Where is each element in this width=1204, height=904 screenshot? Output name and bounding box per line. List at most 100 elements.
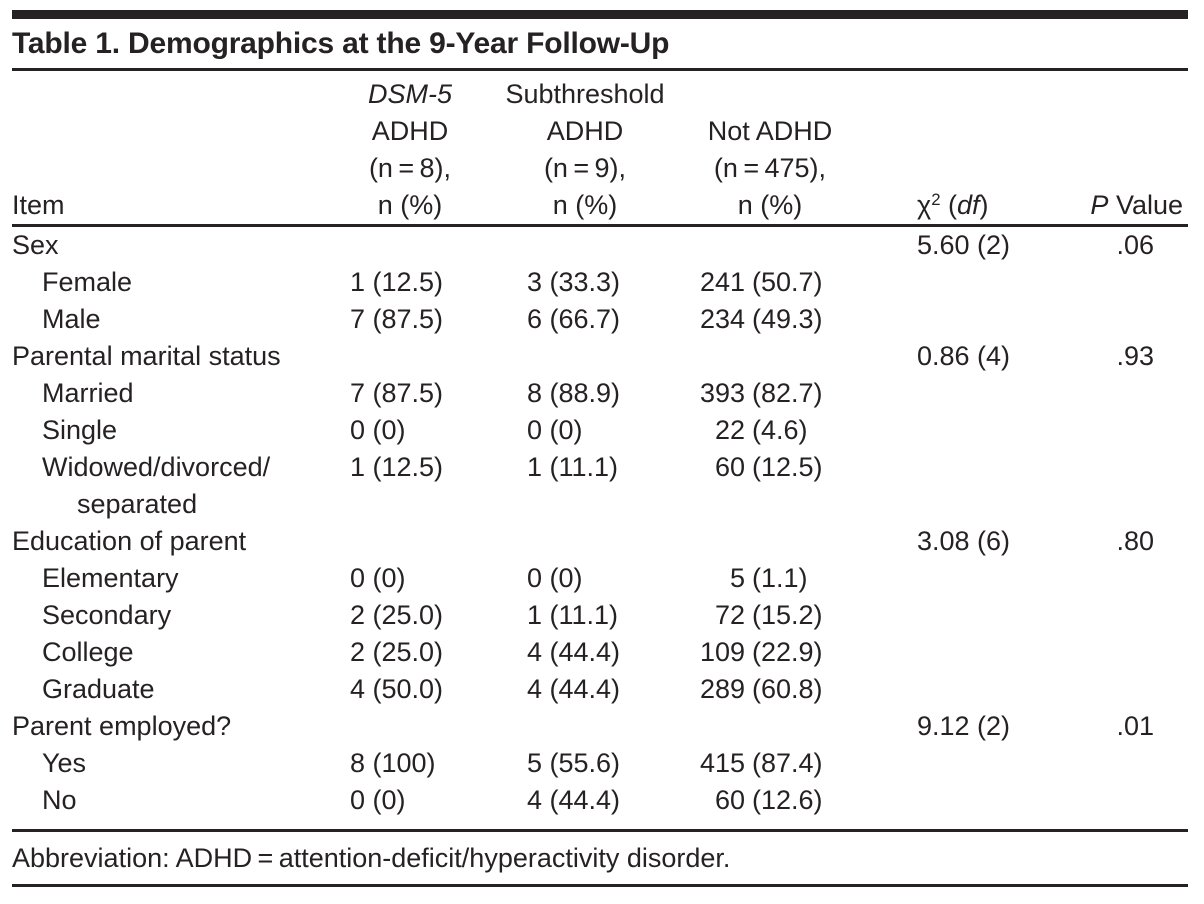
subthreshold-cell: 5 (55.6) <box>527 748 621 778</box>
row-label-cell: Female <box>42 267 133 297</box>
not-adhd-cell: 5 (1.1) <box>729 563 808 593</box>
not-adhd-cell: 289 (60.8) <box>699 674 823 704</box>
row-label-cell: Male <box>42 304 101 334</box>
dsm5-cell: 7 (87.5) <box>350 378 444 408</box>
row-label-cell: College <box>42 637 134 667</box>
table-row-parental-marital-status: Parental marital status 0.86 (4) .93 <box>12 338 1188 375</box>
row-label-cell: Widowed/divorced/ separated <box>42 452 271 519</box>
row-label-cell: Elementary <box>42 563 179 593</box>
not-adhd-cell: 415 (87.4) <box>699 748 823 778</box>
chi-cell <box>860 634 1030 671</box>
p-cell: .01 <box>1116 711 1154 741</box>
not-adhd-cell: 72 (15.2) <box>714 600 823 630</box>
subthreshold-cell: 4 (44.4) <box>527 785 621 815</box>
chi-cell <box>860 264 1030 301</box>
row-label-cell: Married <box>42 378 134 408</box>
not-adhd-cell <box>680 338 860 375</box>
p-cell <box>1030 412 1188 449</box>
chi-cell <box>860 449 1030 523</box>
table-row-parent-employed: Parent employed? 9.12 (2) .01 <box>12 708 1188 745</box>
row-label-cell: Graduate <box>42 674 155 704</box>
chi-cell: 5.60 (2) <box>917 230 1011 260</box>
row-label-cell: Single <box>42 415 118 445</box>
subthreshold-cell: 0 (0) <box>527 415 583 445</box>
dsm5-cell <box>330 338 490 375</box>
column-header-subthreshold-adhd: Subthreshold ADHD (n = 9), n (%) <box>490 71 680 227</box>
dsm5-cell: 4 (50.0) <box>350 674 444 704</box>
chi-cell <box>860 412 1030 449</box>
not-adhd-cell <box>680 523 860 560</box>
row-label-cell: Education of parent <box>12 526 247 556</box>
row-label-cell: Sex <box>12 230 59 260</box>
chi-cell <box>860 375 1030 412</box>
not-adhd-cell: 22 (4.6) <box>714 415 808 445</box>
table-row-education-of-parent: Education of parent 3.08 (6) .80 <box>12 523 1188 560</box>
table-row-secondary: Secondary 2 (25.0) 1 (11.1) 72 (15.2) <box>12 597 1188 634</box>
title-bottom-rule <box>12 68 1188 71</box>
not-adhd-cell <box>680 226 860 265</box>
chi-cell <box>860 745 1030 782</box>
dsm5-cell: 1 (12.5) <box>350 452 444 482</box>
column-header-not-adhd: Not ADHD (n = 475), n (%) <box>680 71 860 227</box>
table-row-college: College 2 (25.0) 4 (44.4) 109 (22.9) <box>12 634 1188 671</box>
column-header-p-value: P Value <box>1030 71 1188 227</box>
dsm5-cell: 2 (25.0) <box>350 637 444 667</box>
p-cell <box>1030 375 1188 412</box>
p-cell <box>1030 745 1188 782</box>
dsm5-label: DSM-5 <box>367 79 452 109</box>
dsm5-cell <box>330 523 490 560</box>
table-row-widowed-divorced-separated: Widowed/divorced/ separated 1 (12.5) 1 (… <box>12 449 1188 523</box>
table-row-male: Male 7 (87.5) 6 (66.7) 234 (49.3) <box>12 301 1188 338</box>
row-label-cell: Yes <box>42 748 87 778</box>
table-top-rule <box>12 10 1188 19</box>
dsm5-cell: 0 (0) <box>350 785 406 815</box>
demographics-table: Item DSM-5 ADHD (n = 8), n (%) Subthresh… <box>12 71 1188 829</box>
p-cell: .93 <box>1116 341 1154 371</box>
p-cell <box>1030 671 1188 708</box>
dsm5-cell: 1 (12.5) <box>350 267 444 297</box>
p-cell: .06 <box>1116 230 1154 260</box>
not-adhd-cell: 393 (82.7) <box>699 378 823 408</box>
not-adhd-cell: 60 (12.5) <box>714 452 823 482</box>
p-cell <box>1030 634 1188 671</box>
table-row-female: Female 1 (12.5) 3 (33.3) 241 (50.7) <box>12 264 1188 301</box>
table-row-elementary: Elementary 0 (0) 0 (0) 5 (1.1) <box>12 560 1188 597</box>
chi-cell: 9.12 (2) <box>917 711 1011 741</box>
table-row-married: Married 7 (87.5) 8 (88.9) 393 (82.7) <box>12 375 1188 412</box>
not-adhd-cell <box>680 708 860 745</box>
subthreshold-cell: 3 (33.3) <box>527 267 621 297</box>
column-header-dsm5-adhd: DSM-5 ADHD (n = 8), n (%) <box>330 71 490 227</box>
dsm5-cell: 7 (87.5) <box>350 304 444 334</box>
chi-cell <box>860 671 1030 708</box>
header-row: Item DSM-5 ADHD (n = 8), n (%) Subthresh… <box>12 71 1188 227</box>
body-bottom-rule <box>12 829 1188 832</box>
subthreshold-cell: 1 (11.1) <box>527 452 619 482</box>
p-cell <box>1030 782 1188 829</box>
dsm5-cell: 0 (0) <box>350 415 406 445</box>
subthreshold-cell: 6 (66.7) <box>527 304 621 334</box>
subthreshold-cell <box>490 338 680 375</box>
p-cell <box>1030 264 1188 301</box>
column-header-item: Item <box>12 71 330 227</box>
subthreshold-cell: 1 (11.1) <box>527 600 619 630</box>
subthreshold-cell: 4 (44.4) <box>527 674 621 704</box>
row-label-cell: Secondary <box>42 600 172 630</box>
row-label-cell: Parental marital status <box>12 341 281 371</box>
chi-cell: 0.86 (4) <box>917 341 1011 371</box>
table-footnote: Abbreviation: ADHD = attention-deficit/h… <box>12 843 731 873</box>
chi-cell: 3.08 (6) <box>917 526 1011 556</box>
dsm5-cell: 8 (100) <box>350 748 436 778</box>
subthreshold-cell <box>490 523 680 560</box>
p-cell <box>1030 560 1188 597</box>
column-header-chi-square-df: χ2 (df) <box>860 71 1030 227</box>
table-title: Table 1. Demographics at the 9-Year Foll… <box>12 27 670 60</box>
subthreshold-cell: 0 (0) <box>527 563 583 593</box>
dsm5-cell: 0 (0) <box>350 563 406 593</box>
not-adhd-cell: 241 (50.7) <box>699 267 823 297</box>
p-cell <box>1030 301 1188 338</box>
chi-cell <box>860 560 1030 597</box>
dsm5-cell: 2 (25.0) <box>350 600 444 630</box>
dsm5-cell <box>330 226 490 265</box>
p-cell <box>1030 449 1188 523</box>
